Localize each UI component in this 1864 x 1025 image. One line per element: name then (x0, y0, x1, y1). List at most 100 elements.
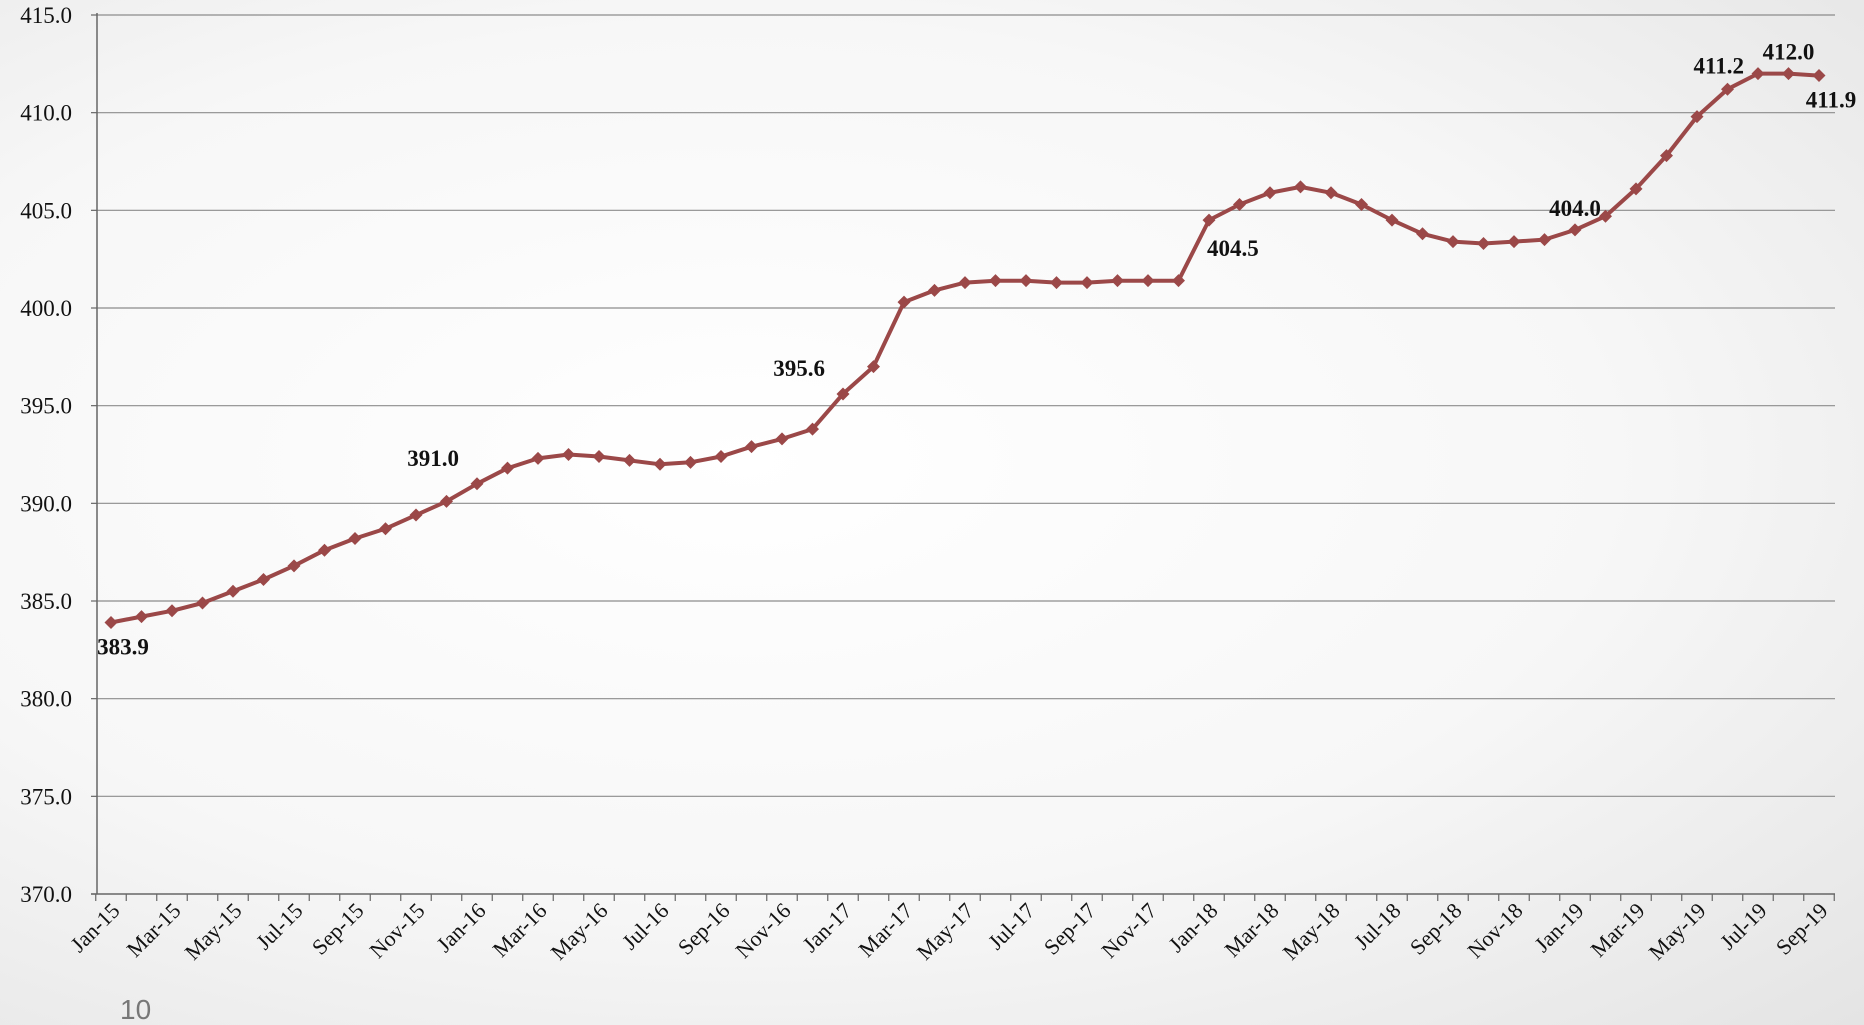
data-point-marker (1751, 67, 1765, 81)
data-point-marker (806, 422, 819, 436)
data-point-marker (989, 274, 1002, 288)
data-label: 391.0 (407, 446, 459, 471)
x-tick-label: Jan-19 (1529, 898, 1588, 957)
x-tick-label: Jul-16 (617, 898, 674, 955)
data-point-marker (1050, 276, 1063, 290)
data-point-marker (684, 455, 697, 469)
data-point-marker (379, 522, 392, 536)
data-point-marker (1294, 180, 1307, 194)
data-point-marker (1507, 235, 1521, 249)
x-tick-label: Mar-15 (122, 898, 186, 962)
data-point-marker (1690, 110, 1704, 124)
x-tick-label: Sep-16 (673, 898, 735, 960)
x-tick-label: Mar-16 (488, 898, 552, 962)
data-point-marker (1446, 235, 1460, 249)
x-tick-label: May-17 (912, 898, 979, 965)
y-tick-label: 405.0 (20, 198, 72, 223)
data-point-marker (1721, 82, 1734, 96)
y-tick-label: 415.0 (20, 3, 72, 28)
data-label: 404.5 (1207, 236, 1259, 261)
x-tick-label: Jan-17 (797, 898, 856, 957)
x-tick-label: Nov-15 (364, 898, 429, 963)
data-point-marker (958, 276, 972, 290)
data-point-marker (531, 451, 545, 465)
x-tick-label: Jul-17 (983, 898, 1040, 955)
data-point-marker (1263, 186, 1277, 200)
data-point-marker (104, 615, 118, 629)
page-number: 10 (120, 994, 152, 1025)
x-tick-label: Jan-16 (431, 898, 490, 957)
data-point-marker (1202, 213, 1216, 227)
data-point-marker (714, 449, 728, 463)
data-point-marker (836, 387, 850, 401)
data-point-marker (348, 531, 362, 545)
data-point-marker (562, 448, 575, 461)
data-point-marker (470, 477, 484, 491)
data-point-marker (165, 604, 179, 618)
data-labels: 383.9 391.0 395.6 404.5 404.0 411.2 412.0 411.9 (97, 40, 1856, 660)
x-tick-label: Sep-15 (307, 898, 369, 960)
data-point-marker (409, 508, 423, 522)
series-markers (104, 67, 1826, 629)
x-tick-label: Nov-17 (1096, 898, 1161, 963)
data-point-marker (1019, 274, 1033, 288)
y-tick-label: 390.0 (20, 491, 72, 516)
data-point-marker (592, 449, 606, 463)
x-tick-label: Jan-18 (1163, 898, 1222, 957)
data-label: 411.9 (1806, 88, 1856, 113)
data-point-marker (867, 360, 880, 374)
data-point-marker (1416, 227, 1429, 241)
x-tick-label: Jan-15 (65, 898, 124, 957)
data-point-marker (440, 494, 453, 508)
data-point-marker (1812, 69, 1826, 83)
series-line-path (109, 71, 1821, 625)
x-tick-label: May-19 (1644, 898, 1711, 965)
data-point-marker (135, 610, 148, 624)
data-point-marker (1477, 237, 1490, 251)
data-label: 404.0 (1549, 196, 1601, 221)
x-tick-label: Jul-19 (1715, 898, 1772, 955)
data-label: 395.6 (773, 356, 825, 381)
data-point-marker (1538, 233, 1551, 247)
x-tick-label: Sep-19 (1771, 898, 1833, 960)
data-point-marker (1629, 182, 1643, 196)
y-axis-tick-labels: 370.0 375.0 380.0 385.0 390.0 395.0 400.0 405.0… (20, 3, 72, 907)
data-point-marker (287, 559, 301, 573)
data-label: 383.9 (97, 634, 149, 659)
data-point-marker (1355, 197, 1368, 211)
data-point-marker (318, 543, 331, 557)
y-tick-label: 410.0 (20, 101, 72, 126)
x-tick-label: Mar-18 (1220, 898, 1284, 962)
data-point-marker (1599, 209, 1612, 223)
y-tick-label: 375.0 (20, 784, 72, 809)
x-tick-label: May-16 (546, 898, 613, 965)
y-tick-label: 370.0 (20, 882, 72, 907)
data-point-marker (501, 461, 514, 475)
y-tick-label: 385.0 (20, 589, 72, 614)
data-point-marker (1233, 197, 1246, 211)
x-tick-label: Mar-17 (854, 898, 918, 962)
data-point-marker (623, 453, 636, 467)
data-label: 412.0 (1763, 40, 1815, 65)
x-tick-label: Jul-18 (1349, 898, 1406, 955)
data-point-marker (1111, 274, 1124, 288)
data-point-marker (1568, 223, 1582, 237)
x-tick-label: Nov-16 (730, 898, 795, 963)
data-point-marker (928, 283, 941, 297)
data-point-marker (1141, 274, 1155, 288)
x-tick-label: Mar-19 (1586, 898, 1650, 962)
data-point-marker (1324, 186, 1338, 200)
series-line (109, 71, 1821, 625)
data-label: 411.2 (1694, 54, 1744, 79)
x-tick-label: Sep-17 (1039, 898, 1101, 960)
data-point-marker (226, 584, 240, 598)
data-point-marker (1385, 213, 1399, 227)
data-point-marker (1782, 67, 1795, 81)
data-point-marker (897, 295, 911, 309)
data-point-marker (745, 440, 758, 454)
x-tick-label: Jul-15 (251, 898, 308, 955)
y-tick-label: 395.0 (20, 394, 72, 419)
gridlines (97, 14, 1835, 797)
